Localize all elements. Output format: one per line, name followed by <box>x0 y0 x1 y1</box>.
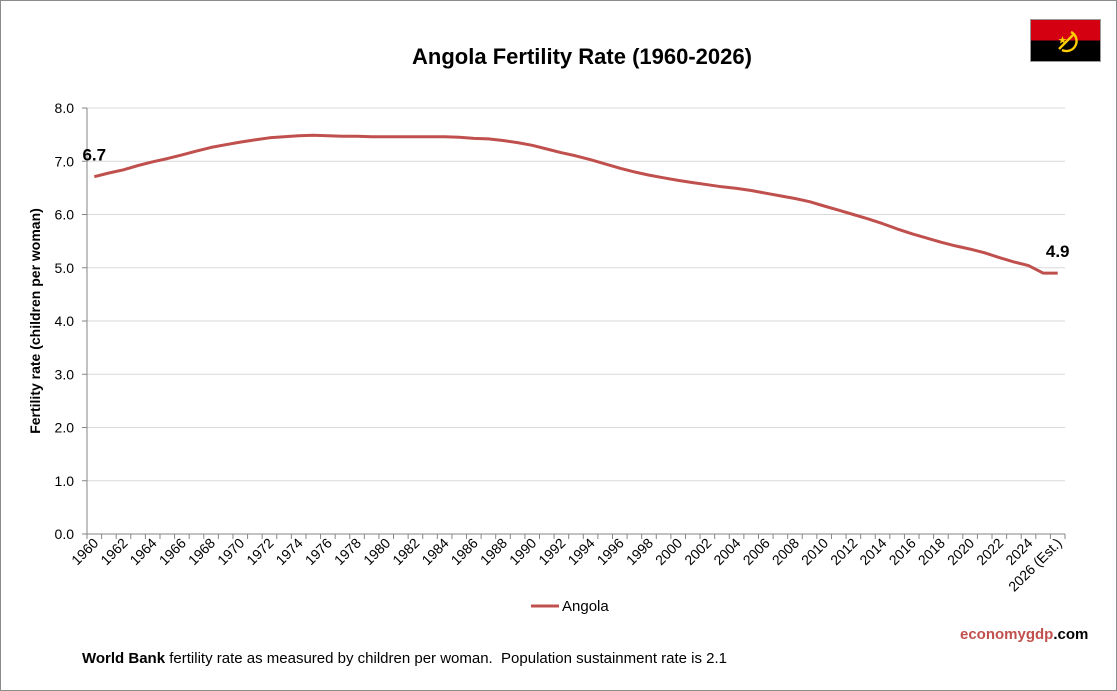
x-tick-label: 1970 <box>214 535 247 568</box>
x-tick-label: 2018 <box>915 535 948 568</box>
y-tick-label: 5.0 <box>55 260 75 276</box>
x-tick-label: 1980 <box>360 535 393 568</box>
data-label: 6.7 <box>82 146 106 165</box>
y-tick-label: 4.0 <box>55 313 75 329</box>
x-tick-label: 1992 <box>535 535 568 568</box>
x-tick-label: 2008 <box>769 535 802 568</box>
source-note: World Bank fertility rate as measured by… <box>82 650 727 667</box>
x-tick-label: 2022 <box>973 535 1006 568</box>
flag-emblem <box>1058 30 1078 53</box>
x-tick-label: 2020 <box>944 535 977 568</box>
angola-flag-icon <box>1030 19 1101 62</box>
x-tick-label: 2012 <box>827 535 860 568</box>
x-tick-label: 2010 <box>798 535 831 568</box>
x-tick-label: 1978 <box>331 535 364 568</box>
x-tick-label: 2000 <box>652 535 685 568</box>
y-tick-labels: 0.0 1.0 2.0 3.0 4.0 5.0 6.0 7.0 8.0 <box>55 100 75 542</box>
series-line-angola <box>93 133 1058 275</box>
x-tick-label: 2014 <box>856 535 889 568</box>
x-tick-label: 1962 <box>97 535 130 568</box>
y-tick-label: 6.0 <box>55 207 75 223</box>
y-tick-label: 7.0 <box>55 153 75 169</box>
x-tick-label: 2006 <box>740 535 773 568</box>
y-tick-label: 1.0 <box>55 473 75 489</box>
y-tick-label: 0.0 <box>55 526 75 542</box>
brand-gdp: gdp <box>1025 626 1054 643</box>
x-tick-labels: 1960196219641966196819701972197419761978… <box>68 535 1065 595</box>
x-tick-label: 1990 <box>506 535 539 568</box>
legend: Angola <box>531 598 609 615</box>
y-axis-label: Fertility rate (children per woman) <box>27 208 43 434</box>
source-bold: World Bank <box>82 650 166 667</box>
x-tick-label: 2004 <box>710 535 743 568</box>
axes <box>82 107 1066 539</box>
x-tick-label: 1976 <box>302 535 335 568</box>
x-tick-label: 1968 <box>185 535 218 568</box>
x-tick-label: 1988 <box>477 535 510 568</box>
series-layer <box>93 133 1058 275</box>
x-tick-label: 1996 <box>594 535 627 568</box>
x-tick-label: 1984 <box>418 535 451 568</box>
x-tick-label: 1974 <box>272 535 305 568</box>
x-tick-label: 1998 <box>623 535 656 568</box>
flag-top-band <box>1031 20 1100 41</box>
legend-label-angola: Angola <box>562 598 609 615</box>
x-tick-label: 1994 <box>564 535 597 568</box>
y-tick-label: 2.0 <box>55 420 75 436</box>
y-tick-label: 8.0 <box>55 100 75 116</box>
x-tick-label: 1986 <box>448 535 481 568</box>
brand-watermark[interactable]: economygdp.com <box>960 626 1088 643</box>
x-tick-label: 1982 <box>389 535 422 568</box>
data-label: 4.9 <box>1046 242 1070 261</box>
x-tick-label: 2016 <box>886 535 919 568</box>
flag-star <box>1058 36 1067 44</box>
chart-title: Angola Fertility Rate (1960-2026) <box>412 44 752 69</box>
y-tick-label: 3.0 <box>55 366 75 382</box>
annotation-layer: 6.7 4.9 <box>82 146 1069 261</box>
x-tick-label: 1966 <box>156 535 189 568</box>
x-tick-label: 1972 <box>243 535 276 568</box>
brand-economy: economy <box>960 626 1026 643</box>
grid-lines <box>87 107 1065 482</box>
x-tick-label: 2002 <box>681 535 714 568</box>
brand-dotcom: .com <box>1053 626 1089 643</box>
source-text: fertility rate as measured by children p… <box>165 650 728 667</box>
x-tick-label: 1964 <box>126 535 159 568</box>
